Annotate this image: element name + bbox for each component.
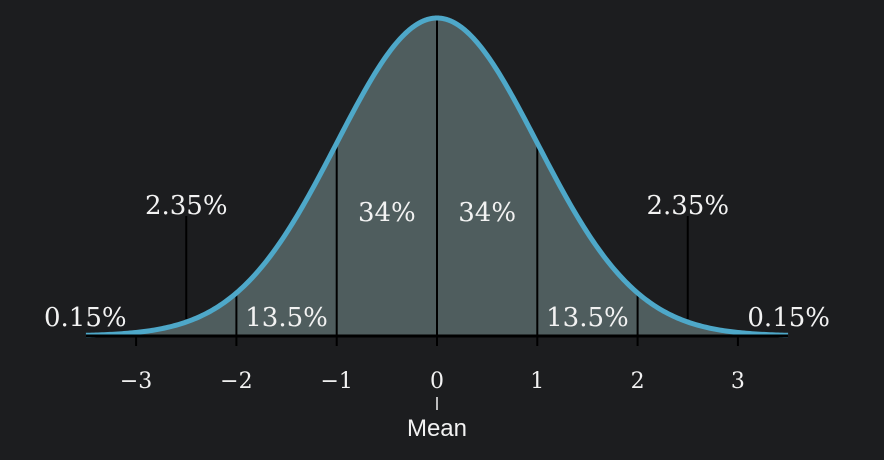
percentage-label: 34%: [458, 198, 516, 228]
region-dividers: [235, 18, 639, 336]
percentage-label: 0.15%: [44, 303, 127, 333]
tick-label: 2: [631, 369, 645, 394]
tick-label: 1: [530, 369, 544, 394]
percentage-label: 34%: [358, 198, 416, 228]
percentage-label: 13.5%: [546, 303, 629, 333]
percentage-label: 13.5%: [245, 303, 328, 333]
tick-label: 3: [731, 369, 745, 394]
tick-label: 0: [430, 369, 444, 394]
tick-label: −1: [320, 369, 352, 394]
tick-label: −2: [220, 369, 252, 394]
distribution-curve: [85, 15, 789, 338]
percentage-label: 2.35%: [145, 191, 228, 221]
x-axis-tick-labels: −3 −2 −1 0 1 2 3: [120, 369, 745, 394]
tick-label: −3: [120, 369, 152, 394]
percentage-label: 2.35%: [646, 191, 729, 221]
percentage-labels: 0.15% 2.35% 13.5% 34% 34% 13.5% 2.35% 0.15%: [44, 191, 830, 333]
mean-label: Mean: [407, 415, 467, 442]
percentage-label: 0.15%: [747, 303, 830, 333]
x-axis-ticks: [135, 336, 739, 346]
